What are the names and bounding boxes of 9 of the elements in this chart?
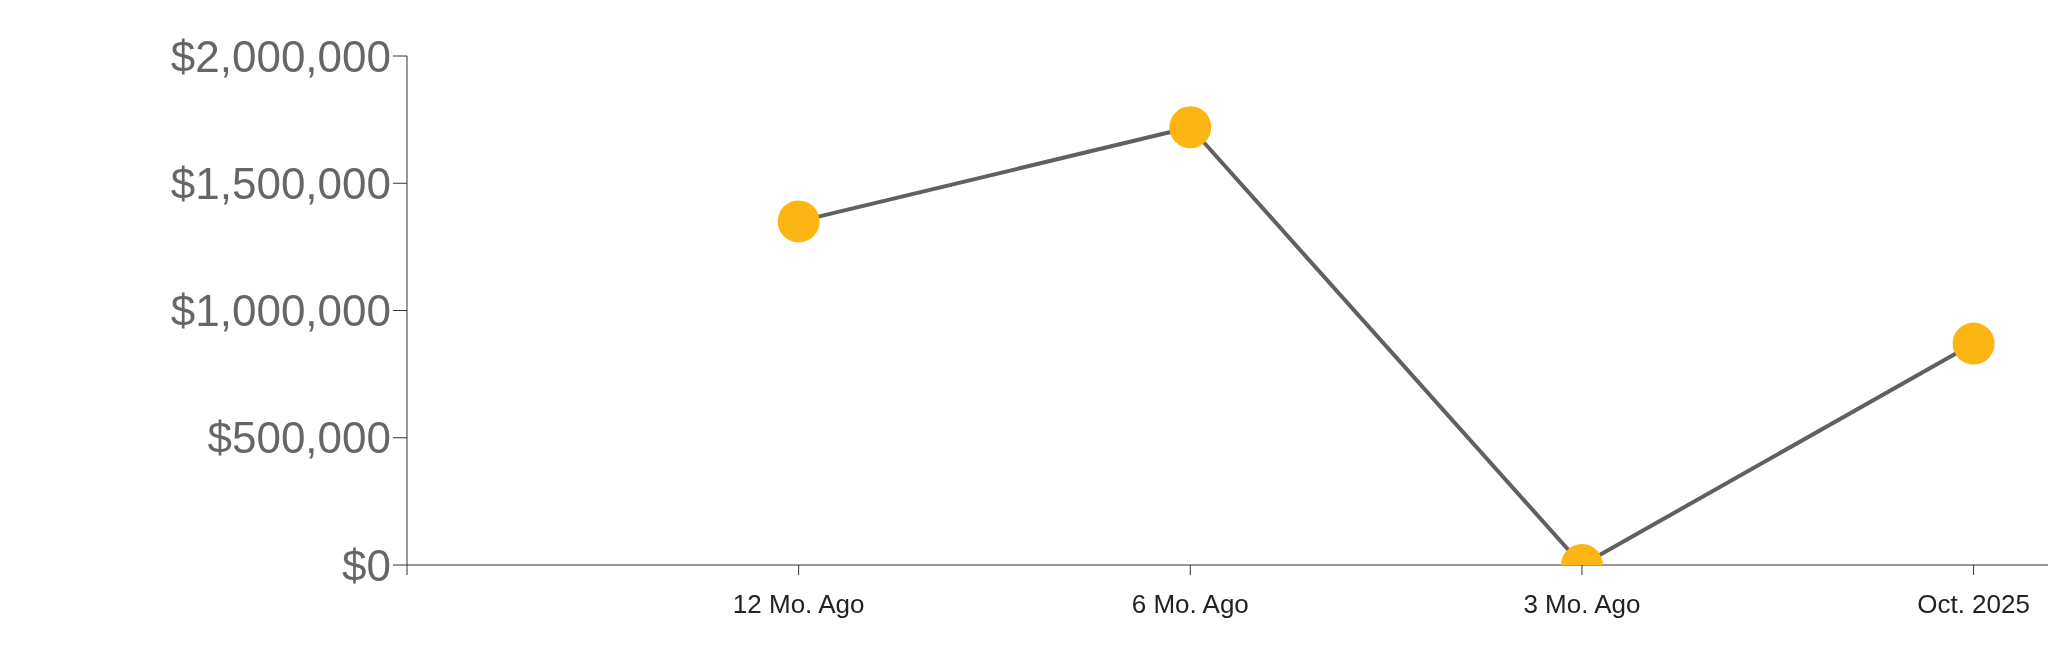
y-tick-label: $0 xyxy=(342,540,391,590)
x-tick-label: Oct. 2025 xyxy=(1917,589,2030,620)
x-tick-label: 3 Mo. Ago xyxy=(1523,589,1641,620)
y-tick-label: $2,000,000 xyxy=(170,31,391,81)
y-tick-label: $1,500,000 xyxy=(170,158,391,208)
y-tick-label: $1,000,000 xyxy=(170,286,391,336)
x-tick-label: 6 Mo. Ago xyxy=(1131,589,1249,620)
x-tick-label: 12 Mo. Ago xyxy=(732,589,865,620)
y-tick-label: $500,000 xyxy=(207,413,391,463)
